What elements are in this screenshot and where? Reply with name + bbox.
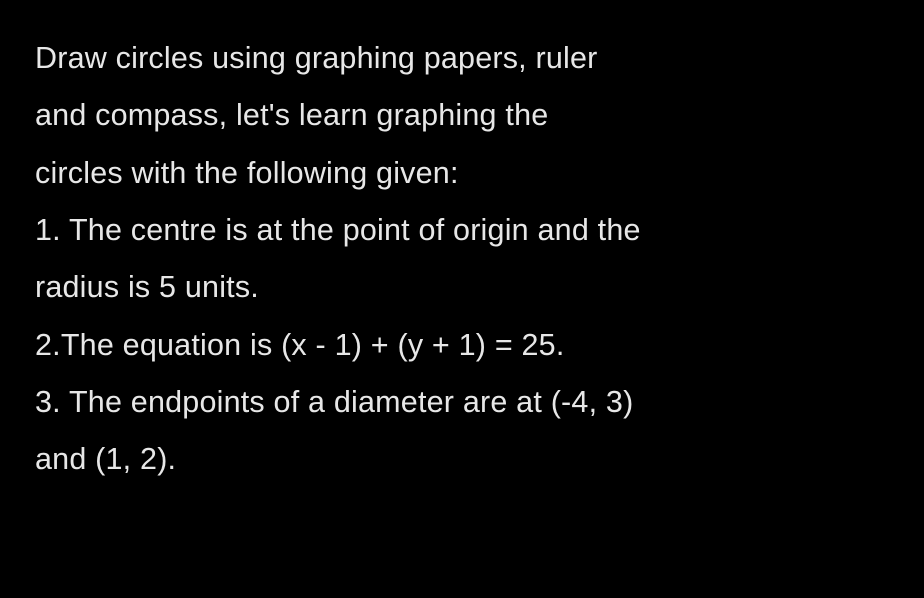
item-3-line-2: and (1, 2). [35,431,889,488]
intro-line-2: and compass, let's learn graphing the [35,87,889,144]
intro-line-3: circles with the following given: [35,145,889,202]
item-2-line-1: 2.The equation is (x - 1) + (y + 1) = 25… [35,317,889,374]
intro-line-1: Draw circles using graphing papers, rule… [35,30,889,87]
item-1-line-1: 1. The centre is at the point of origin … [35,202,889,259]
item-3-line-1: 3. The endpoints of a diameter are at (-… [35,374,889,431]
text-content: Draw circles using graphing papers, rule… [0,0,924,519]
item-1-line-2: radius is 5 units. [35,259,889,316]
